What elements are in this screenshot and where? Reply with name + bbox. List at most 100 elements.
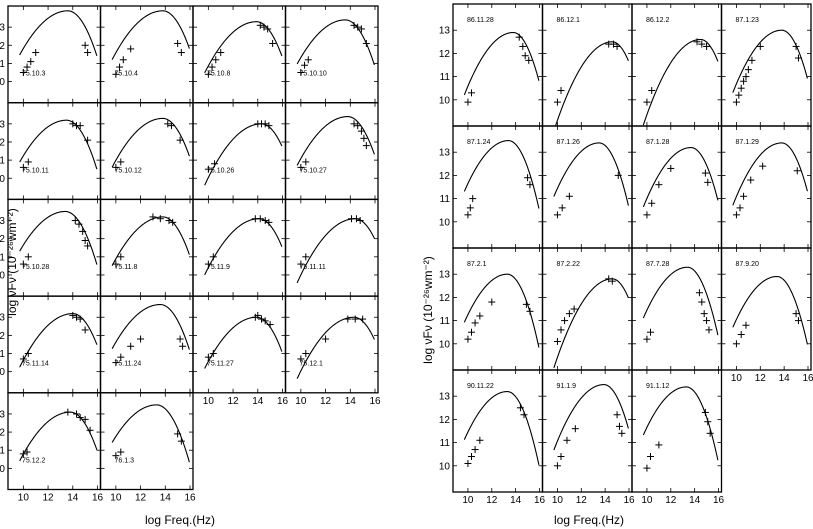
- model-curve: [642, 147, 719, 208]
- data-point: [613, 42, 621, 50]
- data-point: [174, 39, 182, 47]
- data-point: [703, 42, 711, 50]
- data-point: [792, 310, 800, 318]
- data-point: [732, 211, 740, 219]
- x-tick-label: 14: [67, 493, 79, 504]
- y-tick-label: 10: [0, 464, 5, 475]
- data-point: [643, 464, 651, 472]
- panel-date-label: 76.1.3: [115, 457, 135, 464]
- x-tick-label: 12: [486, 495, 498, 506]
- data-point: [356, 217, 364, 225]
- data-point: [740, 77, 748, 85]
- y-tick-label: 12: [0, 137, 5, 148]
- x-tick-label: 14: [510, 495, 522, 506]
- data-point: [117, 253, 125, 261]
- data-point: [732, 340, 740, 348]
- panel-frame: [631, 369, 723, 493]
- x-tick-label: 10: [295, 396, 307, 407]
- left-y-axis-label: log νFν (10⁻²⁶wm⁻²): [5, 208, 19, 316]
- data-point: [112, 70, 120, 78]
- data-point: [164, 120, 172, 128]
- data-point: [204, 260, 212, 268]
- data-point: [471, 446, 479, 454]
- panel-frame: [192, 295, 287, 394]
- data-point: [756, 42, 764, 50]
- sed-panel: 10 12 14 16 76.1.3: [99, 392, 196, 504]
- y-tick-label: 10: [0, 174, 5, 185]
- y-tick-label: 12: [439, 293, 451, 304]
- panel-frame: [7, 102, 102, 201]
- y-tick-label: 11: [0, 59, 5, 70]
- y-tick-label: 10: [439, 95, 451, 106]
- data-point: [613, 411, 621, 419]
- data-point: [127, 45, 135, 53]
- data-point: [84, 49, 92, 57]
- y-tick-label: 12: [0, 428, 5, 439]
- panel-date-label: 75.11.27: [207, 361, 234, 368]
- data-point: [794, 54, 802, 62]
- data-point: [558, 204, 566, 212]
- model-curve: [296, 116, 375, 166]
- data-point: [563, 436, 571, 444]
- panel-date-label: 75.10.12: [115, 167, 142, 174]
- data-point: [260, 23, 268, 31]
- x-tick-label: 14: [160, 493, 172, 504]
- data-point: [667, 164, 675, 172]
- right-x-axis-label: log Freq.(Hz): [554, 513, 624, 527]
- model-curve: [296, 316, 375, 379]
- data-point: [322, 335, 330, 343]
- data-point: [19, 260, 27, 268]
- panel-frame: [99, 102, 194, 201]
- panel-date-label: 75.12.2: [22, 457, 45, 464]
- model-curve: [732, 29, 808, 93]
- model-curve: [19, 210, 98, 265]
- x-tick-label: 16: [802, 373, 813, 384]
- y-tick-label: 10: [439, 339, 451, 350]
- panel-date-label: 75.10.3: [22, 71, 45, 78]
- data-point: [748, 56, 756, 64]
- data-point: [167, 122, 175, 130]
- data-point: [117, 353, 125, 361]
- data-point: [618, 429, 626, 437]
- x-tick-label: 10: [18, 493, 30, 504]
- panel-frame: [99, 392, 194, 491]
- data-point: [698, 40, 706, 48]
- data-point: [23, 63, 31, 71]
- sed-panel: 10 12 14 16 75.12.1: [284, 295, 381, 407]
- data-point: [516, 404, 524, 412]
- y-tick-label: 13: [439, 392, 451, 403]
- data-point: [742, 321, 750, 329]
- data-point: [655, 441, 663, 449]
- data-point: [561, 317, 569, 325]
- data-point: [476, 312, 484, 320]
- data-point: [476, 436, 484, 444]
- data-point: [519, 42, 527, 50]
- data-point: [84, 136, 92, 144]
- panel-frame: [99, 198, 194, 297]
- data-point: [735, 91, 743, 99]
- x-tick-label: 16: [277, 396, 289, 407]
- panel-frame: [7, 392, 102, 491]
- data-point: [32, 49, 40, 57]
- data-point: [19, 355, 27, 363]
- panel-date-label: 91.1.12: [646, 383, 669, 390]
- data-point: [72, 313, 80, 321]
- data-point: [297, 355, 305, 363]
- sed-panel: 75.10.26: [192, 102, 287, 201]
- model-curve: [111, 117, 190, 168]
- data-point: [265, 122, 273, 130]
- data-point: [468, 328, 476, 336]
- data-point: [464, 459, 472, 467]
- x-tick-label: 10: [462, 495, 474, 506]
- data-point: [615, 422, 623, 430]
- y-tick-label: 13: [0, 23, 5, 34]
- sed-panel: 10 11 12 13 87.1.24: [439, 125, 544, 249]
- data-point: [24, 253, 32, 261]
- y-tick-label: 11: [0, 252, 5, 263]
- panel-date-label: 75.10.8: [207, 71, 230, 78]
- y-tick-label: 10: [0, 77, 5, 88]
- data-point: [177, 437, 185, 445]
- x-tick-label: 16: [534, 495, 546, 506]
- data-point: [792, 42, 800, 50]
